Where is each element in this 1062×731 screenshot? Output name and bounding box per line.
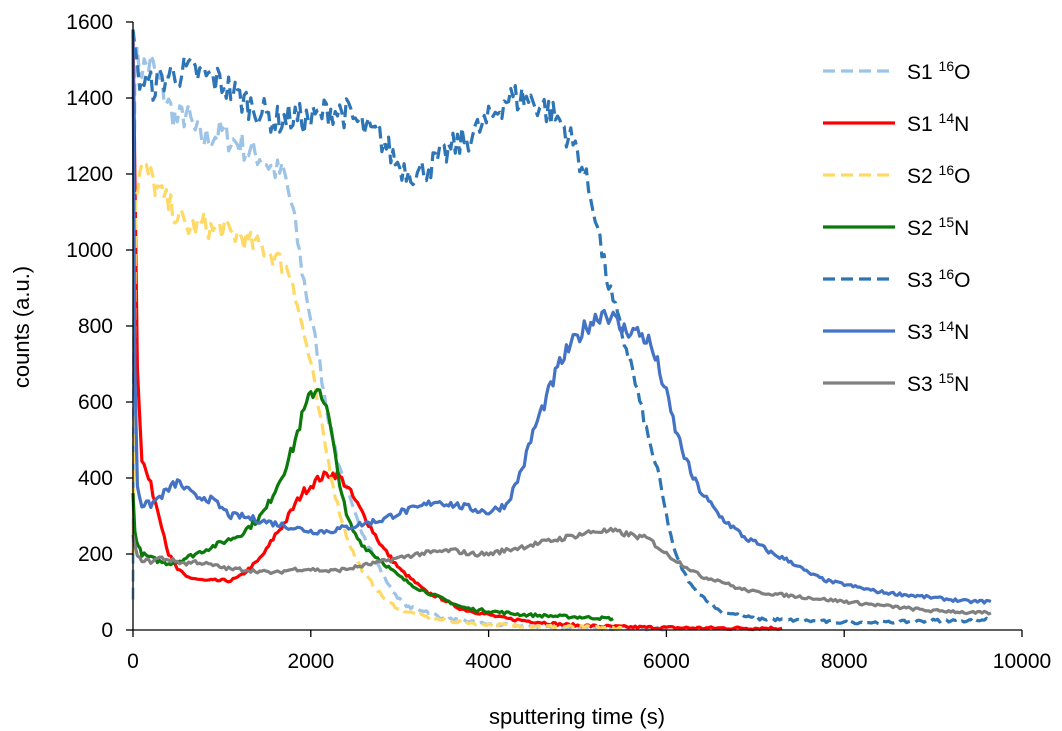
series-line-2 [131, 160, 623, 631]
legend-label-5: S3 14N [907, 318, 969, 344]
series-line-1 [131, 29, 783, 632]
legend-label-6: S3 15N [907, 370, 969, 396]
legend-isotope-3: 15 [939, 214, 955, 230]
legend-isotope-4: 16 [939, 266, 955, 282]
legend-element-6: N [954, 373, 969, 396]
tick-labels: 0 200 400 600 800 1000 1200 1400 1600 0 2000 4000 60… [66, 11, 1051, 673]
legend-isotope-6: 15 [939, 370, 955, 386]
y-tick-label-1: 200 [78, 543, 113, 566]
x-tick-label-4: 8000 [821, 650, 868, 673]
legend-element-0: O [954, 61, 970, 84]
y-tick-label-2: 400 [78, 467, 113, 490]
y-tick-label-0: 0 [101, 619, 113, 642]
legend-label-2: S2 16O [907, 162, 970, 188]
series-line-0 [131, 46, 667, 632]
axes [126, 21, 1023, 637]
legend-sample-4: S3 [907, 269, 939, 292]
legend-element-3: N [954, 217, 969, 240]
series-line-3 [131, 387, 614, 622]
legend-label-1: S1 14N [907, 110, 969, 136]
legend-label-0: S1 16O [907, 58, 970, 84]
x-tick-label-1: 2000 [287, 650, 334, 673]
legend-sample-2: S2 [907, 165, 939, 188]
x-tick-label-0: 0 [127, 650, 139, 673]
legend-element-5: N [954, 321, 969, 344]
legend-element-1: N [954, 113, 969, 136]
series-line-4 [131, 29, 992, 626]
series-line-6 [131, 526, 992, 616]
y-tick-label-4: 800 [78, 315, 113, 338]
x-axis-title: sputtering time (s) [489, 704, 665, 729]
legend-label-3: S2 15N [907, 214, 969, 240]
x-tick-label-2: 4000 [465, 650, 512, 673]
legend-isotope-5: 14 [939, 318, 955, 334]
legend-label-4: S3 16O [907, 266, 970, 292]
legend-sample-0: S1 [907, 61, 939, 84]
y-tick-label-5: 1000 [66, 239, 113, 262]
legend-element-4: O [954, 269, 970, 292]
y-axis-title: counts (a.u.) [9, 266, 34, 388]
y-tick-label-8: 1600 [66, 11, 113, 34]
legend-isotope-2: 16 [939, 162, 955, 178]
y-tick-label-6: 1200 [66, 163, 113, 186]
y-tick-label-7: 1400 [66, 87, 113, 110]
x-tick-label-5: 10000 [993, 650, 1051, 673]
legend-isotope-1: 14 [939, 110, 955, 126]
legend-sample-6: S3 [907, 373, 939, 396]
legend-sample-3: S2 [907, 217, 939, 240]
series-line-5 [131, 37, 992, 605]
legend-isotope-0: 16 [939, 58, 955, 74]
plot-lines [131, 29, 992, 632]
legend-sample-1: S1 [907, 113, 939, 136]
legend-sample-5: S3 [907, 321, 939, 344]
x-tick-label-3: 6000 [643, 650, 690, 673]
legend-element-2: O [954, 165, 970, 188]
y-tick-label-3: 600 [78, 391, 113, 414]
